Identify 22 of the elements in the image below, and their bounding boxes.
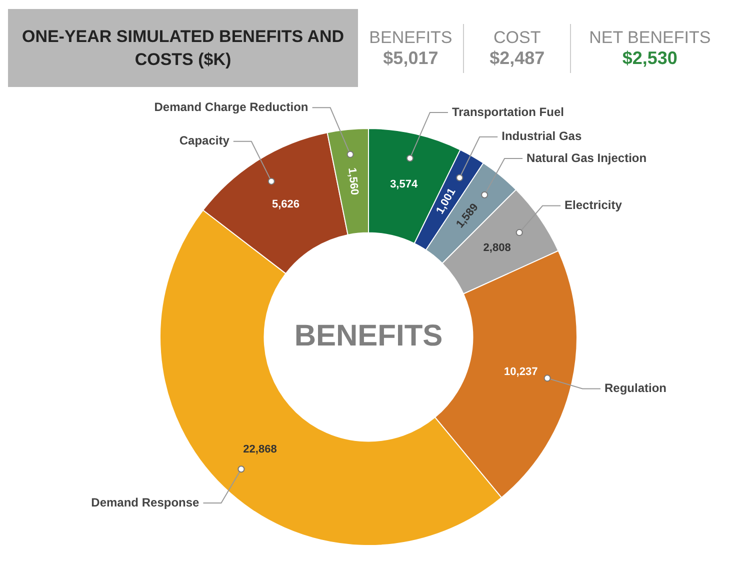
text: NET BENEFITS [588, 28, 712, 48]
slice-label: Demand Charge Reduction [154, 100, 308, 114]
slice-label: Regulation [604, 381, 666, 396]
text: $2,487 [488, 48, 546, 68]
data-label: 2,808 [483, 242, 511, 254]
chart-title: ONE-YEAR SIMULATED BENEFITS AND COSTS ($K) [8, 9, 358, 87]
text: BENEFITS [368, 28, 454, 48]
text: $5,017 [382, 48, 440, 68]
slice-label: Industrial Gas [502, 129, 582, 144]
data-label: 1,560 [346, 167, 360, 196]
text: BENEFITS [294, 319, 443, 352]
data-label: 22,868 [243, 444, 277, 456]
text: COST [492, 28, 542, 48]
data-label: 5,626 [272, 198, 300, 210]
slice-label: Electricity [564, 198, 622, 212]
text: $2,530 [621, 48, 678, 68]
data-label: 10,237 [504, 366, 538, 378]
data-label: 3,574 [390, 178, 418, 191]
slice-label: Capacity [179, 134, 230, 148]
slice-label: Transportation Fuel [452, 104, 564, 119]
slice-label: Natural Gas Injection [526, 150, 647, 165]
slice-label: Demand Response [91, 495, 200, 510]
